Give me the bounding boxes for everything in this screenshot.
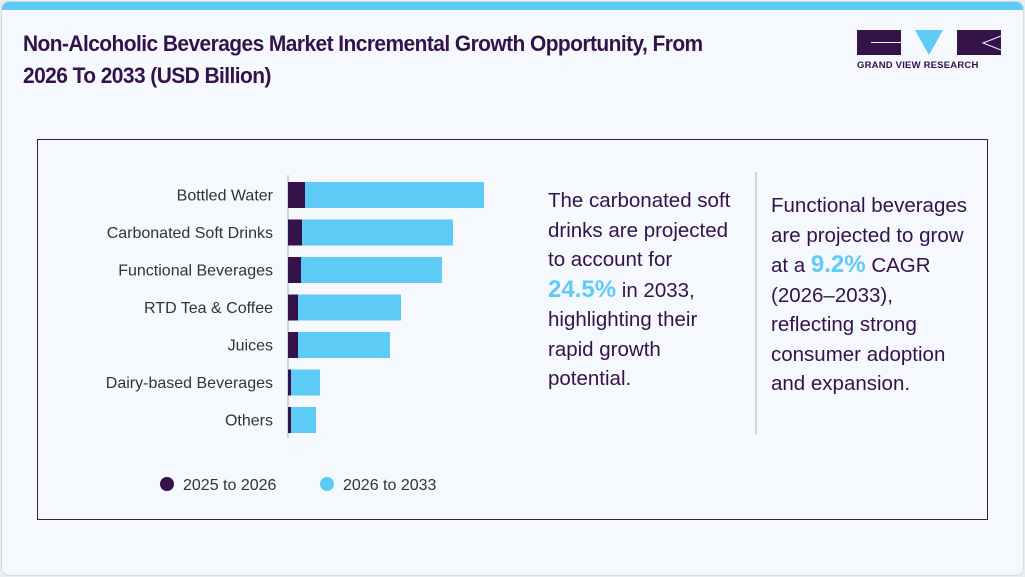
logo-g-mark xyxy=(857,30,901,55)
bar-2025-2026 xyxy=(288,369,291,396)
grand-view-research-logo: GRAND VIEW RESEARCH xyxy=(857,30,1002,71)
bar-2026-2033 xyxy=(298,294,401,321)
category-label: Functional Beverages xyxy=(118,263,273,280)
bar-2025-2026 xyxy=(288,407,291,433)
bar-2026-2033 xyxy=(305,182,484,208)
bar-2025-2026 xyxy=(288,257,301,283)
legend-marker xyxy=(320,477,334,491)
top-accent-bar xyxy=(2,2,1023,10)
logo-r-mark xyxy=(957,30,1001,55)
bar-2025-2026 xyxy=(288,332,298,358)
category-label: Carbonated Soft Drinks xyxy=(107,225,273,242)
category-label: Dairy-based Beverages xyxy=(106,375,273,392)
bar-2025-2026 xyxy=(288,294,298,321)
divider xyxy=(755,172,757,434)
chart-title: Non-Alcoholic Beverages Market Increment… xyxy=(23,31,703,88)
functional-note: Functional beverages are projected to gr… xyxy=(771,191,976,399)
content-panel xyxy=(37,139,988,520)
bar-2026-2033 xyxy=(291,407,316,433)
category-label: Juices xyxy=(228,338,273,355)
bar-2025-2026 xyxy=(288,182,305,208)
legend-label: 2026 to 2033 xyxy=(343,477,437,494)
legend-label: 2025 to 2026 xyxy=(183,477,277,494)
highlight-value: 24.5% xyxy=(548,275,617,303)
note-text: in 2033, highlighting their rapid growth… xyxy=(548,278,698,391)
carbonated-note: The carbonated soft drinks are projected… xyxy=(548,186,733,394)
category-label: Others xyxy=(225,413,273,430)
bar-2026-2033 xyxy=(301,257,442,283)
logo-text: GRAND VIEW RESEARCH xyxy=(857,60,979,71)
note-text: Functional beverages are projected to gr… xyxy=(771,194,968,277)
logo-v-mark xyxy=(915,30,943,55)
note-text: The carbonated soft drinks are projected… xyxy=(548,189,731,271)
bar-2026-2033 xyxy=(302,219,453,246)
category-label: RTD Tea & Coffee xyxy=(144,300,273,317)
bar-2026-2033 xyxy=(291,369,320,396)
bar-2026-2033 xyxy=(298,332,390,358)
category-label: Bottled Water xyxy=(177,188,274,205)
legend-marker xyxy=(160,477,174,491)
note-text: CAGR (2026–2033), reflecting strong cons… xyxy=(771,254,946,395)
highlight-value: 9.2% xyxy=(810,251,866,278)
bar-2025-2026 xyxy=(288,219,302,246)
